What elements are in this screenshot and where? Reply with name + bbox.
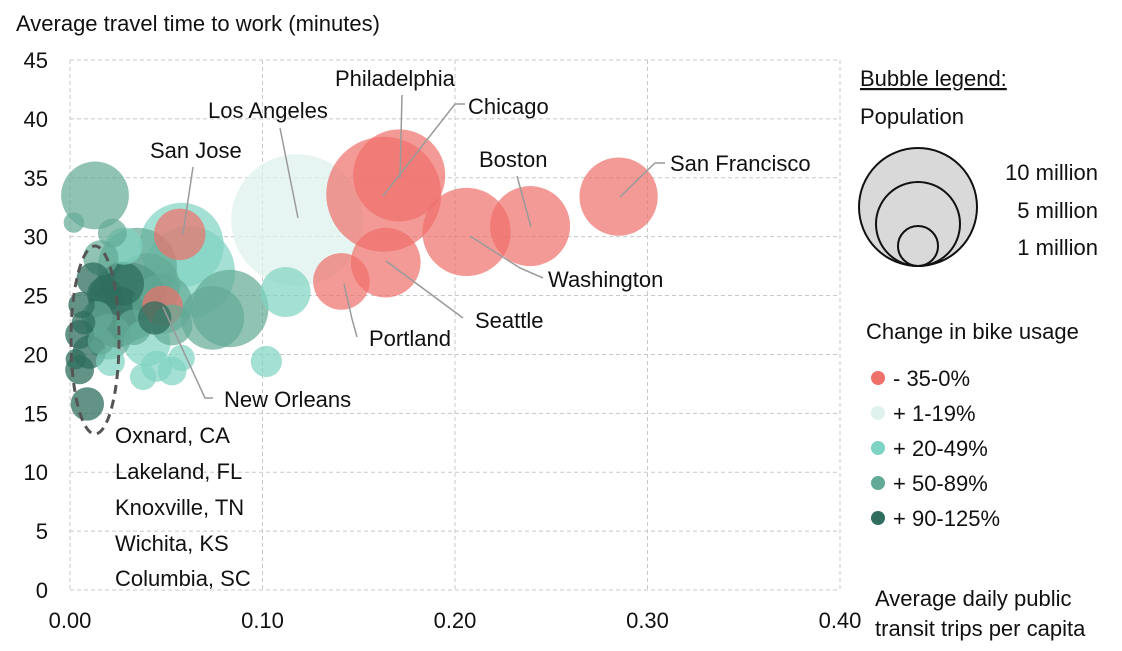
bubble-legend: Bubble legend: Population 10 million 5 m… (858, 66, 1098, 267)
legend-label: + 20-49% (893, 436, 988, 461)
city-label: Chicago (468, 94, 549, 119)
bubble (260, 266, 311, 318)
legend-swatch (871, 511, 885, 525)
leader-line (619, 162, 665, 198)
legend-swatch (871, 371, 885, 385)
y-tick-labels: 0 5 10 15 20 25 30 35 40 45 (24, 48, 48, 603)
leader-line (279, 127, 299, 219)
bubble-washington (422, 187, 511, 277)
leader-line (162, 306, 213, 399)
y-tick-label: 20 (24, 342, 48, 367)
bubble-san-francisco (579, 157, 658, 236)
legend-bubble-1m (897, 225, 939, 267)
legend-size-label: 10 million (1005, 160, 1098, 185)
small-city-label: Wichita, KS (115, 531, 229, 556)
small-city-label: Lakeland, FL (115, 459, 242, 484)
leader-line (516, 175, 532, 228)
city-label: Boston (479, 147, 548, 172)
x-axis-title-text: transit trips per capita (875, 616, 1086, 641)
y-tick-label: 45 (24, 48, 48, 73)
legend-label: + 1-19% (893, 401, 976, 426)
city-label: San Francisco (670, 151, 811, 176)
bubble-legend-title: Bubble legend: (860, 66, 1007, 91)
legend-size-label: 1 million (1017, 235, 1098, 260)
leader-line (399, 94, 403, 179)
y-axis-title: Average travel time to work (minutes) (16, 11, 380, 36)
legend-label: + 90-125% (893, 506, 1000, 531)
bubble (65, 348, 86, 370)
color-legend: Change in bike usage - 35-0% + 1-19% + 20-… (866, 319, 1079, 531)
city-label: San Jose (150, 138, 242, 163)
leader-line (469, 235, 544, 279)
city-label: Portland (369, 326, 451, 351)
small-city-label: Knoxville, TN (115, 495, 244, 520)
bubble (61, 161, 129, 230)
city-label: Los Angeles (208, 98, 328, 123)
x-tick-label: 0.00 (49, 608, 92, 633)
y-tick-label: 40 (24, 107, 48, 132)
x-tick-label: 0.10 (241, 608, 284, 633)
leader-lines (162, 94, 665, 399)
legend-swatch (871, 441, 885, 455)
city-label: Philadelphia (335, 66, 456, 91)
x-tick-labels: 0.00 0.10 0.20 0.30 0.40 (49, 608, 862, 633)
legend-swatch (871, 476, 885, 490)
x-axis-title-text: Average daily public (875, 586, 1072, 611)
legend-label: - 35-0% (893, 366, 970, 391)
legend-label: + 50-89% (893, 471, 988, 496)
leader-line (382, 103, 465, 197)
bubble (63, 212, 85, 233)
x-tick-label: 0.40 (819, 608, 862, 633)
leader-line (343, 283, 358, 338)
bubble (168, 344, 195, 372)
legend-swatch (871, 406, 885, 420)
city-label: New Orleans (224, 387, 351, 412)
y-tick-label: 10 (24, 460, 48, 485)
x-tick-label: 0.20 (434, 608, 477, 633)
y-tick-label: 15 (24, 401, 48, 426)
city-labels: Los Angeles Philadelphia Chicago Boston San … (150, 66, 811, 412)
leader-line (182, 166, 194, 235)
y-tick-label: 35 (24, 166, 48, 191)
color-legend-title: Change in bike usage (866, 319, 1079, 344)
bubble (87, 328, 114, 355)
small-city-label: Oxnard, CA (115, 423, 230, 448)
bubble (71, 310, 96, 335)
legend-size-label: 5 million (1017, 198, 1098, 223)
bubble (138, 301, 172, 335)
y-tick-label: 5 (36, 519, 48, 544)
x-axis-title: Average daily public transit trips per c… (875, 586, 1086, 641)
leader-line (385, 260, 464, 319)
y-tick-label: 25 (24, 284, 48, 309)
small-cities-list: Oxnard, CA Lakeland, FL Knoxville, TN Wi… (115, 423, 251, 591)
small-cities-highlight (69, 244, 121, 436)
x-tick-label: 0.30 (626, 608, 669, 633)
y-tick-label: 30 (24, 225, 48, 250)
bubble-portland (313, 253, 370, 310)
bubble (129, 363, 157, 391)
small-city-label: Columbia, SC (115, 566, 251, 591)
bubble-san-jose (154, 208, 206, 261)
bubble-columbia-sc (70, 387, 105, 421)
bubble-oxnard-ca (76, 262, 110, 296)
bubble (250, 345, 282, 378)
y-tick-label: 0 (36, 578, 48, 603)
city-label: Washington (548, 267, 663, 292)
city-label: Seattle (475, 308, 544, 333)
bubble (97, 218, 127, 248)
bubble-legend-subtitle: Population (860, 104, 964, 129)
bubble (180, 286, 245, 350)
